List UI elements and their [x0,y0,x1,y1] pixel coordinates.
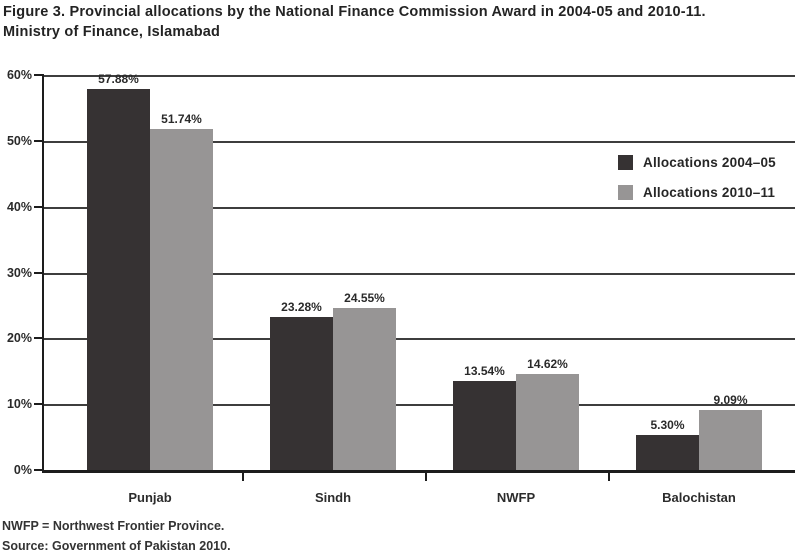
y-axis-tick-20% [34,337,44,340]
y-axis-tick-10% [34,403,44,406]
category-label-balochistan: Balochistan [662,490,736,505]
bar-punjab-2004-05 [87,88,150,470]
plot-area: Allocations 2004–05 Allocations 2010–11 … [7,68,795,505]
gridline-60% [44,75,795,77]
category-label-punjab: Punjab [128,490,172,505]
y-axis-tick-60% [34,74,44,76]
gridline-20% [44,338,795,341]
bar-value-punjab-2004-05: 57.88% [98,71,139,86]
figure-title: Figure 3. Provincial allocations by the … [3,2,706,42]
bar-balochistan-2004-05 [636,435,699,470]
gridline-50% [44,140,795,143]
y-axis-tick-30% [34,271,44,274]
bar-value-sindh-2010-11: 24.55% [344,291,385,306]
chart-legend: Allocations 2004–05 Allocations 2010–11 [618,147,776,207]
footnote-source: Source: Government of Pakistan 2010. [2,539,231,553]
bar-nwfp-2010-11 [516,373,579,470]
y-axis-label-20%: 20% [6,331,32,346]
bar-value-nwfp-2004-05: 13.54% [464,363,505,378]
y-axis-tick-50% [34,139,44,142]
figure-title-line1: Figure 3. Provincial allocations by the … [3,4,706,20]
bar-value-balochistan-2010-11: 9.09% [713,393,748,408]
legend-item-2010-11: Allocations 2010–11 [618,177,776,207]
y-axis-label-30%: 30% [6,265,32,280]
bar-value-sindh-2004-05: 23.28% [281,299,322,314]
y-axis-label-60%: 60% [6,68,32,82]
y-axis-label-10%: 10% [6,397,32,412]
y-axis-label-50%: 50% [6,133,32,148]
legend-label-2004-05: Allocations 2004–05 [643,154,776,170]
footnote-nwfp: NWFP = Northwest Frontier Province. [2,519,225,533]
y-axis-label-40%: 40% [6,199,32,214]
gridline-40% [44,206,795,209]
bar-sindh-2010-11 [333,308,396,470]
bar-value-punjab-2010-11: 51.74% [161,112,202,127]
legend-label-2010-11: Allocations 2010–11 [643,184,776,200]
gridline-10% [44,404,795,407]
legend-item-2004-05: Allocations 2004–05 [618,147,776,177]
x-axis-tick-3 [607,473,610,481]
bar-balochistan-2010-11 [699,410,762,470]
bar-nwfp-2004-05 [453,380,516,470]
x-axis-tick-1 [241,473,244,481]
legend-swatch-2004-05-icon [618,154,633,170]
category-label-nwfp: NWFP [496,490,536,505]
gridline-30% [44,272,795,275]
x-axis-tick-2 [424,473,427,481]
figure-title-line2: Ministry of Finance, Islamabad [3,24,221,40]
bar-punjab-2010-11 [150,129,213,470]
category-label-sindh: Sindh [314,490,352,505]
bar-value-balochistan-2004-05: 5.30% [650,418,685,433]
chart-footnotes: NWFP = Northwest Frontier Province. Sour… [2,516,231,556]
legend-swatch-2010-11-icon [618,184,633,200]
y-axis-label-0%: 0% [13,463,32,477]
bar-sindh-2004-05 [270,316,333,470]
y-axis-tick-0% [34,469,44,471]
bar-value-nwfp-2010-11: 14.62% [527,356,568,371]
y-axis-tick-40% [34,205,44,208]
